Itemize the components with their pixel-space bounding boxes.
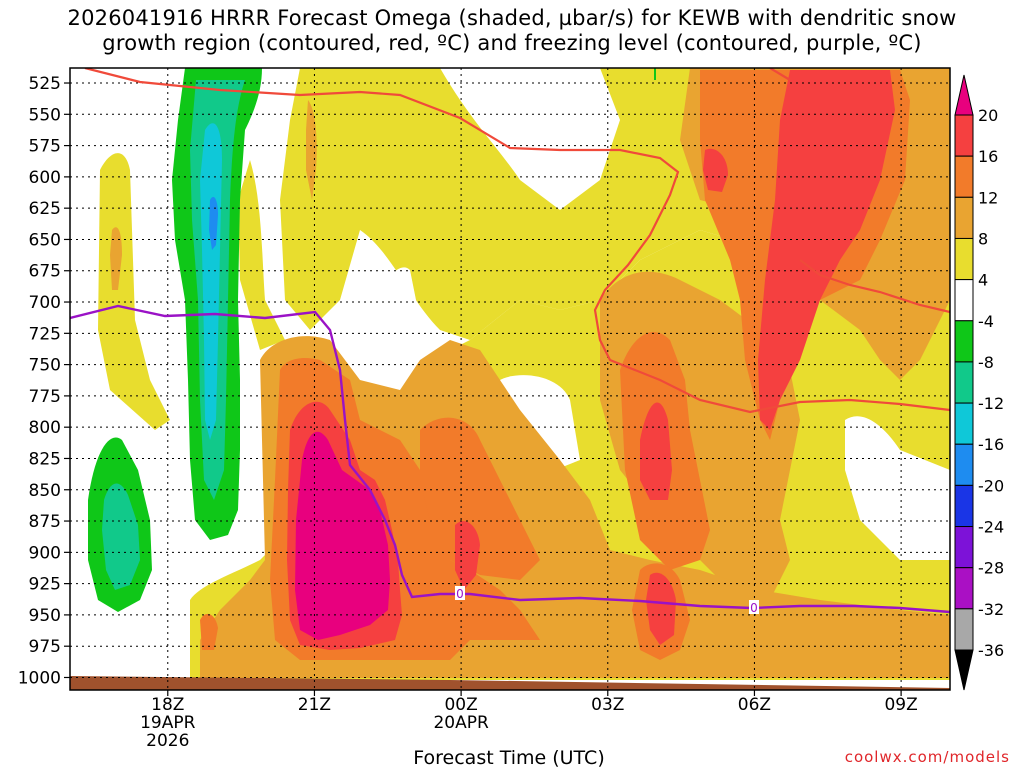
omega-region-20-core (295, 431, 390, 640)
colorbar-segment-8 (954, 443, 974, 486)
ytick-label-525: 525 (29, 74, 61, 94)
ytick-label-825: 825 (29, 449, 61, 469)
ytick-label-550: 550 (29, 105, 61, 125)
ytick-label-900: 900 (29, 543, 61, 563)
ytick-label-725: 725 (29, 324, 61, 344)
colorbar-segment-10 (954, 526, 974, 569)
omega-region-8-upper-left (306, 100, 317, 200)
colorbar-label-4: 4 (978, 271, 988, 290)
omega-region-16-upper (758, 70, 895, 430)
omega-region-12-center (420, 417, 540, 580)
colorbar: 20 16 12 8 4 -4 -8 -12 -16 -20 -24 -28 -32 -36 (954, 74, 1004, 691)
colorbar-segment-0 (954, 114, 974, 157)
freezing-level-label-1: 0 (455, 586, 465, 601)
colorbar-segment-2 (954, 196, 974, 239)
contours: 0 0 (70, 68, 950, 615)
colorbar-label-13: -36 (978, 641, 1004, 660)
chart-title: 2026041916 HRRR Forecast Omega (shaded, … (0, 6, 1024, 56)
y-axis: 525 550 575 600 625 650 675 700 725 750 775 800 825 8… (18, 74, 70, 688)
xtick-label-3-0: 03Z (591, 695, 624, 715)
colorbar-label-6: -8 (978, 353, 994, 372)
ytick-label-650: 650 (29, 230, 61, 250)
plot-frame (69, 67, 951, 691)
ytick-label-850: 850 (29, 481, 61, 501)
ytick-label-925: 925 (29, 575, 61, 595)
colorbar-label-5: -4 (978, 312, 994, 331)
colorbar-label-3: 8 (978, 229, 988, 248)
xtick-label-0-0: 18Z (151, 695, 184, 715)
xtick-label-2-0: 00Z (444, 695, 477, 715)
ytick-label-975: 975 (29, 637, 61, 657)
colorbar-segment-7 (954, 402, 974, 445)
omega-region-8-left (110, 227, 122, 290)
ytick-label-625: 625 (29, 199, 61, 219)
colorbar-label-10: -24 (978, 518, 1004, 537)
ytick-label-875: 875 (29, 512, 61, 532)
svg-text:0: 0 (750, 601, 758, 615)
omega-region-clear-c (845, 416, 950, 560)
omega-region-12-small (200, 613, 218, 650)
colorbar-segment-6 (954, 361, 974, 404)
colorbar-label-8: -16 (978, 435, 1004, 454)
ytick-label-775: 775 (29, 387, 61, 407)
xtick-label-2-1: 20APR (433, 713, 489, 733)
colorbar-label-9: -20 (978, 476, 1004, 495)
ytick-label-575: 575 (29, 137, 61, 157)
omega-region-4-mid (238, 160, 285, 350)
omega-region-4-left (98, 153, 170, 430)
colorbar-segment-1 (954, 155, 974, 198)
xtick-label-1-0: 21Z (298, 695, 331, 715)
xtick-label-0-1: 19APR (140, 713, 196, 733)
omega-region-16-blob (703, 148, 728, 192)
colorbar-segment-12 (954, 608, 974, 651)
shaded-omega-field (70, 68, 950, 690)
ytick-label-675: 675 (29, 262, 61, 282)
colorbar-label-1: 16 (978, 147, 998, 166)
colorbar-segment-5 (954, 320, 974, 363)
ytick-label-700: 700 (29, 293, 61, 313)
xtick-label-5-0: 09Z (884, 695, 917, 715)
plot-gridlines (70, 68, 950, 690)
xtick-label-0-2: 2026 (146, 731, 189, 751)
colorbar-label-0: 20 (978, 106, 998, 125)
colorbar-segment-11 (954, 567, 974, 610)
title-line-2: growth region (contoured, red, ºC) and f… (102, 31, 922, 55)
omega-region-clear-b (370, 267, 420, 370)
omega-region-neg20-core (209, 196, 218, 250)
colorbar-label-7: -12 (978, 394, 1004, 413)
ytick-label-800: 800 (29, 418, 61, 438)
freezing-level-label-2: 0 (749, 600, 759, 615)
ytick-label-750: 750 (29, 356, 61, 376)
colorbar-label-11: -28 (978, 559, 1004, 578)
colorbar-bottom-arrow (954, 649, 974, 691)
ytick-label-1000: 1000 (18, 668, 61, 688)
colorbar-label-2: 12 (978, 188, 998, 207)
ytick-label-600: 600 (29, 168, 61, 188)
snow-growth-contour-right (769, 68, 950, 314)
omega-region-neg12-left (102, 483, 140, 590)
title-line-1: 2026041916 HRRR Forecast Omega (shaded, … (67, 6, 957, 30)
colorbar-segment-4 (954, 279, 974, 322)
svg-text:0: 0 (456, 587, 464, 601)
freezing-level-contour (70, 304, 950, 614)
credit-text: coolwx.com/models (844, 748, 1010, 766)
ytick-label-950: 950 (29, 606, 61, 626)
colorbar-segment-3 (954, 237, 974, 281)
omega-region-16-low (646, 572, 676, 645)
terrain-surface (70, 676, 950, 690)
colorbar-label-12: -32 (978, 600, 1004, 619)
snow-growth-contour-upper (84, 68, 950, 414)
colorbar-segment-9 (954, 484, 974, 528)
colorbar-top-arrow (954, 74, 974, 116)
x-axis-label: Forecast Time (UTC) (413, 747, 604, 768)
xtick-label-4-0: 06Z (738, 695, 771, 715)
